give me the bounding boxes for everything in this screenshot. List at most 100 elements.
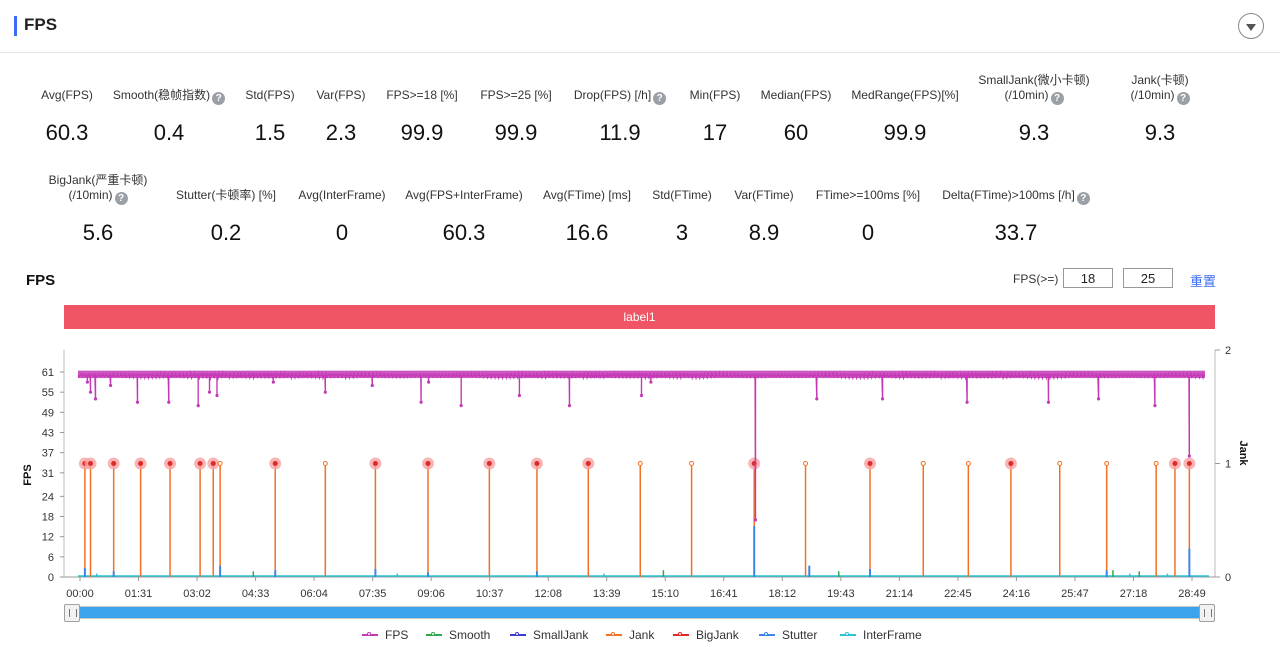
zoom-slider-track[interactable] [64, 606, 1215, 619]
y-tick-label: 24 [42, 491, 54, 503]
bigjank-point [167, 461, 173, 466]
metric-std_ftime: Std(FTime) 3 [597, 188, 767, 245]
x-tick-label: 12:08 [534, 588, 562, 600]
x-tick-label: 19:43 [827, 588, 855, 600]
x-tick-label: 15:10 [651, 588, 679, 600]
jank-point [1104, 461, 1110, 466]
bigjank-point [534, 461, 540, 466]
help-icon[interactable]: ? [114, 192, 128, 205]
help-icon[interactable]: ? [212, 92, 226, 105]
fps-drop-point [517, 393, 522, 398]
legend-label: Stutter [782, 628, 818, 642]
x-tick-label: 16:41 [710, 588, 738, 600]
fps-drop-point [459, 404, 463, 408]
metric-value: 33.7 [994, 220, 1038, 245]
y-tick-label: 61 [42, 367, 54, 379]
metric-ftime100: FTime>=100ms [%] 0 [783, 188, 953, 245]
x-tick-label: 13:39 [593, 588, 621, 600]
zoom-handle-left[interactable] [64, 604, 80, 622]
x-tick-label: 06:04 [300, 588, 328, 600]
metric-label: Median(FPS) [760, 88, 832, 102]
metric-value: 99.9 [494, 120, 538, 145]
metric-label: BigJank(严重卡顿) [48, 173, 148, 187]
label-band[interactable]: label1 [64, 305, 1215, 329]
y-tick-label: 12 [42, 532, 54, 544]
zoom-handle-right[interactable] [1199, 604, 1215, 622]
metric-value: 17 [702, 120, 728, 145]
legend-label: InterFrame [863, 628, 922, 642]
section-title: FPS [24, 15, 58, 34]
metric-avg_inter: Avg(InterFrame) 0 [257, 188, 427, 245]
chevron-down-icon [1246, 23, 1256, 31]
metric-label: Delta(FTime)>100ms [/h] [942, 188, 1075, 202]
fps-drop-point [88, 390, 93, 394]
jank-point [965, 461, 971, 466]
legend-item-stutter[interactable]: Stutter [759, 628, 817, 642]
fps-drop-point [135, 400, 140, 404]
accent-bar [14, 16, 17, 36]
fps-drop-point [85, 380, 89, 384]
metric-label: FPS>=25 [%] [480, 88, 552, 102]
metric-label: Avg(FPS+InterFrame) [405, 188, 523, 202]
bigjank-point [372, 461, 378, 466]
x-tick-label: 04:33 [242, 588, 270, 600]
collapse-toggle-button[interactable] [1238, 13, 1264, 39]
bigjank-point [197, 461, 203, 466]
metric-label: FTime>=100ms [%] [815, 188, 921, 202]
metric-label: SmallJank(微小卡顿) [978, 73, 1090, 87]
metric-label-unit: (/10min) [68, 188, 113, 202]
metric-var_ftime: Var(FTime) 8.9 [679, 188, 849, 245]
metric-value: 60 [783, 120, 809, 145]
threshold-low-input[interactable] [1063, 268, 1113, 288]
legend-item-smooth[interactable]: Smooth [426, 628, 490, 642]
bigjank-point [867, 461, 873, 466]
legend-item-smalljank[interactable]: SmallJank [510, 628, 588, 642]
bigjank-point [425, 461, 431, 466]
x-tick-label: 27:18 [1120, 588, 1148, 600]
fps-drop-point [196, 404, 200, 408]
y2-axis-title: Jank [1237, 440, 1249, 466]
fps-drop-point [271, 380, 275, 384]
metric-bigjank: BigJank(严重卡顿) (/10min)? 5.6 [13, 173, 183, 245]
legend-swatch-icon [673, 632, 689, 636]
help-icon[interactable]: ? [1176, 92, 1190, 105]
help-icon[interactable]: ? [1050, 92, 1064, 105]
y-tick-label: 55 [42, 387, 54, 399]
help-icon[interactable]: ? [1076, 192, 1090, 205]
threshold-high-input[interactable] [1123, 268, 1173, 288]
metric-var_fps: Var(FPS) 2.3 [256, 88, 426, 145]
metric-value: 16.6 [565, 220, 609, 245]
legend-label: Smooth [449, 628, 491, 642]
metric-label: Var(FTime) [734, 188, 794, 202]
x-tick-label: 28:49 [1178, 588, 1206, 600]
metric-median: Median(FPS) 60 [711, 88, 881, 145]
fps-band [78, 370, 1205, 379]
legend-label: Jank [629, 628, 655, 642]
legend-label: FPS [385, 628, 409, 642]
fps-drop-point [1096, 397, 1101, 401]
legend-swatch-icon [606, 632, 622, 636]
metric-value: 60.3 [45, 120, 89, 145]
jank-point [637, 461, 643, 466]
metric-value: 9.3 [1144, 120, 1176, 145]
fps-drop-point [1187, 454, 1191, 458]
help-icon[interactable]: ? [653, 92, 667, 105]
zoom-slider[interactable] [64, 604, 1215, 622]
metric-smalljank: SmallJank(微小卡顿) (/10min)? 9.3 [949, 73, 1119, 145]
metric-label: Std(FTime) [652, 188, 712, 202]
metric-value: 99.9 [400, 120, 444, 145]
legend-item-bigjank[interactable]: BigJank [673, 628, 739, 642]
legend-item-fps[interactable]: FPS [362, 628, 408, 642]
legend-item-interframe[interactable]: InterFrame [840, 628, 922, 642]
y-tick-label: 49 [42, 407, 54, 419]
legend-label: SmallJank [533, 628, 589, 642]
metric-label: Avg(FPS) [41, 88, 93, 102]
bigjank-point [1008, 461, 1014, 466]
legend-swatch-icon [840, 632, 856, 636]
reset-button[interactable]: 重置 [1190, 274, 1217, 289]
legend-item-jank[interactable]: Jank [606, 628, 654, 642]
x-tick-label: 25:47 [1061, 588, 1089, 600]
metric-value: 0 [335, 220, 349, 245]
y2-tick-label: 1 [1225, 459, 1231, 471]
